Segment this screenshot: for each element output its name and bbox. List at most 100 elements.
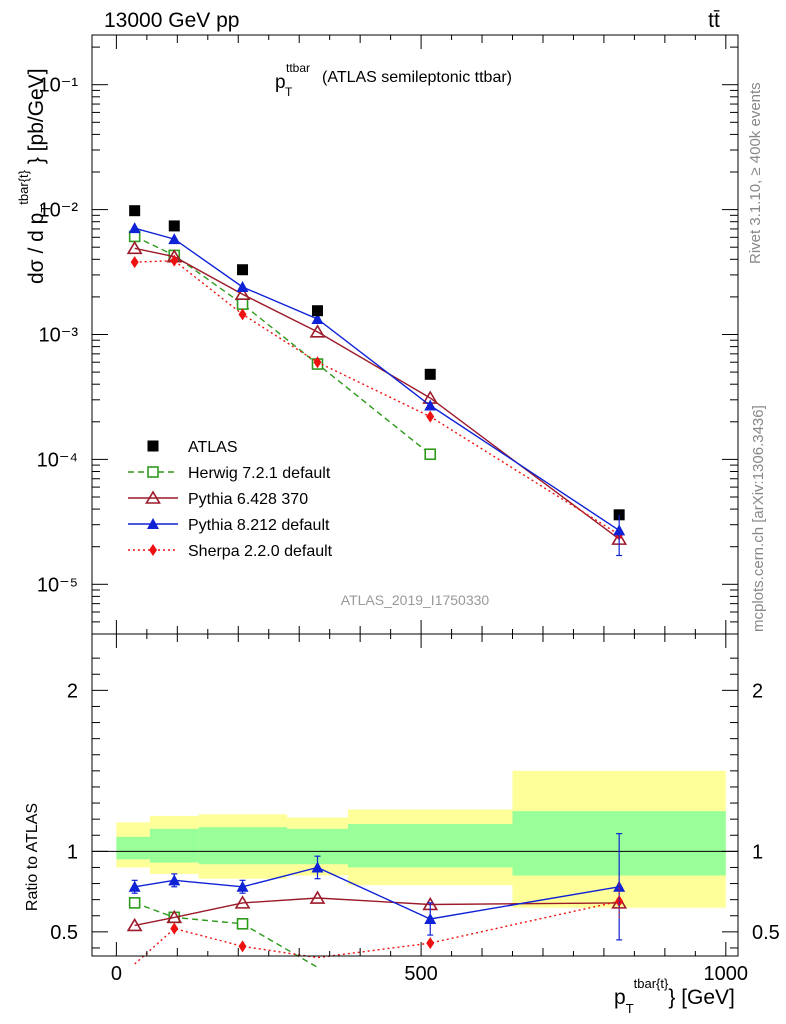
data-point <box>237 264 249 276</box>
ratio-series-herwig-7-2-1-default <box>128 897 318 968</box>
data-point <box>424 399 437 411</box>
data-point <box>128 222 141 234</box>
ratio-point <box>236 917 249 930</box>
y-tick-label: 10⁻³ <box>39 325 79 347</box>
main-plot: 10⁻¹ 10⁻² 10⁻³ 10⁻⁴ 10⁻⁵ <box>37 34 739 635</box>
legend-label: Herwig 7.2.1 default <box>188 465 331 482</box>
header-process: tt̄ <box>708 9 720 32</box>
ratio-point <box>309 890 326 904</box>
ratio-point <box>168 874 181 886</box>
ratio-y-tick-label-right: 0.5 <box>752 922 780 944</box>
data-point <box>424 448 437 461</box>
legend-marker <box>147 440 159 452</box>
ratio-line <box>134 897 620 927</box>
ratio-point <box>311 861 324 873</box>
x-tick-label: 1000 <box>704 963 749 985</box>
ratio-y-tick-label-right: 1 <box>752 841 763 863</box>
legend-marker <box>145 490 161 504</box>
ratio-point <box>166 909 183 924</box>
ratio-series-pythia-8-212-default <box>128 833 626 941</box>
y-tick-label: 10⁻⁴ <box>37 449 78 471</box>
legend-entry: Pythia 8.212 default <box>128 517 330 534</box>
data-point <box>130 256 139 269</box>
data-point <box>126 240 143 255</box>
y-axis-title-top: dσ / d pTtbar{t} } [pb/GeV] <box>16 68 53 284</box>
series-line <box>134 227 620 531</box>
ylabel-top: dσ / d pTtbar{t} } [pb/GeV] <box>16 68 53 284</box>
data-point <box>426 410 435 423</box>
legend-marker <box>149 544 157 556</box>
legend-entry: Herwig 7.2.1 default <box>128 465 331 482</box>
band-green <box>149 828 199 863</box>
legend-entry: ATLAS <box>147 439 238 456</box>
ratio-point <box>236 880 249 892</box>
legend-marker <box>147 466 159 478</box>
data-point <box>424 368 436 380</box>
plot-title: p T ttbar (ATLAS semileptonic ttbar) <box>275 61 512 99</box>
legend-label: Pythia 6.428 370 <box>188 491 308 508</box>
band-green <box>116 836 150 860</box>
ratio-line <box>134 866 620 920</box>
series-line <box>134 247 620 540</box>
legend-entry: Pythia 6.428 370 <box>128 490 308 508</box>
ratio-point <box>234 895 251 909</box>
ratio-plot: 2 2 1 1 0.5 0.5 0 500 1000 <box>50 633 780 985</box>
ratio-point <box>426 937 435 950</box>
y-tick-label: 10⁻¹ <box>39 75 79 97</box>
ratio-series-sherpa-2-2-0-default <box>134 895 624 965</box>
legend-label: Sherpa 2.2.0 default <box>188 543 333 560</box>
band-green <box>198 827 288 865</box>
rivet-version-label: Rivet 3.1.10, ≥ 400k events <box>747 82 764 264</box>
ratio-frame <box>91 633 739 957</box>
x-tick-label: 0 <box>111 963 122 985</box>
title-sub: T <box>285 85 293 99</box>
ratio-point <box>128 897 141 909</box>
data-point <box>238 308 247 321</box>
ratio-point <box>238 940 247 953</box>
ratio-y-tick-label-right: 2 <box>752 680 763 702</box>
data-point <box>311 313 324 325</box>
data-point <box>170 254 179 267</box>
y-tick-label: 10⁻⁵ <box>37 574 78 596</box>
mcplots-label: mcplots.cern.ch [arXiv:1306.3436] <box>750 405 767 632</box>
y-tick-label: 10⁻² <box>39 200 79 222</box>
legend-marker <box>147 518 159 529</box>
ratio-point <box>613 880 626 892</box>
legend-entry: Sherpa 2.2.0 default <box>128 543 333 560</box>
x-tick-label: 500 <box>404 963 437 985</box>
data-point <box>236 281 249 293</box>
analysis-id: ATLAS_2019_I1750330 <box>341 592 490 608</box>
data-point <box>313 356 322 369</box>
data-point <box>311 305 323 317</box>
ylabel-ratio: Ratio to ATLAS <box>24 803 41 911</box>
ratio-y-tick-label: 2 <box>67 680 78 702</box>
ratio-series-pythia-6-428-370 <box>126 890 628 932</box>
ratio-point <box>126 917 143 932</box>
ratio-point <box>170 922 179 935</box>
series-line <box>134 235 431 455</box>
data-point <box>168 220 180 232</box>
band-green <box>347 823 513 868</box>
legend: ATLAS Herwig 7.2.1 default Pythia 6.428 37… <box>128 439 333 560</box>
data-point <box>236 298 249 310</box>
ratio-point <box>424 912 437 924</box>
ratio-y-tick-label: 1 <box>67 841 78 863</box>
data-point <box>129 205 141 217</box>
title-main: p <box>275 72 286 93</box>
ratio-point <box>128 880 141 892</box>
ratio-line <box>134 902 318 968</box>
title-rest: (ATLAS semileptonic ttbar) <box>322 69 512 86</box>
series-sherpa-2-2-0-default <box>130 254 624 541</box>
data-point <box>309 324 326 338</box>
title-sup: ttbar <box>286 61 310 75</box>
legend-label: ATLAS <box>188 439 238 456</box>
legend-label: Pythia 8.212 default <box>188 517 330 534</box>
ratio-line <box>134 900 620 965</box>
data-point <box>168 233 181 245</box>
data-point <box>234 286 251 301</box>
ratio-y-tick-label: 0.5 <box>50 922 78 944</box>
series-herwig-7-2-1-default <box>128 230 437 461</box>
series-line <box>134 259 620 536</box>
header-energy: 13000 GeV pp <box>104 9 239 32</box>
